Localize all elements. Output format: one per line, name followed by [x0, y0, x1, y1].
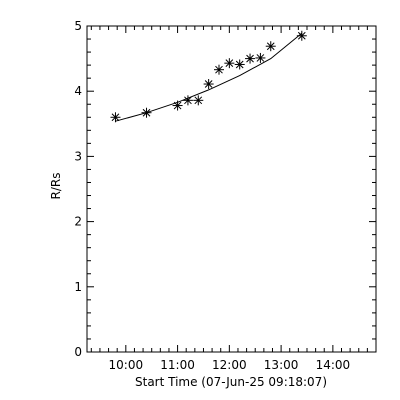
y-tick-label: 1	[74, 280, 82, 294]
y-tick-label: 2	[74, 215, 82, 229]
data-point	[234, 59, 245, 70]
marker-stroke	[194, 96, 203, 105]
data-point	[265, 41, 276, 52]
plot-frame	[86, 25, 377, 353]
data-point	[141, 107, 152, 118]
marker-stroke	[256, 54, 265, 62]
data-points	[110, 30, 307, 123]
marker-stroke	[297, 31, 306, 40]
data-point	[193, 95, 204, 106]
marker-stroke	[225, 59, 234, 68]
y-tick-label: 0	[74, 345, 82, 359]
marker-stroke	[184, 96, 192, 105]
data-point	[172, 100, 183, 111]
marker-stroke	[142, 108, 151, 117]
marker-stroke	[266, 42, 275, 51]
data-point	[296, 30, 307, 41]
x-axis-label: Start Time (07-Jun-25 09:18:07)	[135, 375, 327, 389]
data-point	[213, 64, 224, 75]
data-point	[203, 79, 214, 90]
marker-stroke	[215, 65, 223, 74]
x-tick-label: 10:00	[109, 358, 144, 372]
y-tick-label: 5	[74, 19, 82, 33]
y-tick-label: 4	[74, 84, 82, 98]
data-point	[255, 52, 266, 63]
marker-stroke	[173, 101, 182, 110]
data-point	[182, 95, 193, 106]
x-tick-label: 12:00	[212, 358, 247, 372]
axes: 10:00 11:00 12:00 13:00 14:00 0 1 2 3 4 5	[74, 19, 377, 372]
marker-stroke	[235, 60, 244, 69]
data-point	[245, 53, 256, 64]
x-tick-label: 11:00	[160, 358, 195, 372]
x-tick-label: 14:00	[316, 358, 351, 372]
marker-stroke	[246, 54, 254, 63]
data-point	[224, 58, 235, 69]
marker-stroke	[111, 113, 120, 122]
data-point	[110, 112, 121, 123]
x-tick-label: 13:00	[264, 358, 299, 372]
y-axis-label: R/Rs	[49, 173, 63, 200]
marker-stroke	[204, 80, 213, 88]
y-tick-label: 3	[74, 149, 82, 163]
